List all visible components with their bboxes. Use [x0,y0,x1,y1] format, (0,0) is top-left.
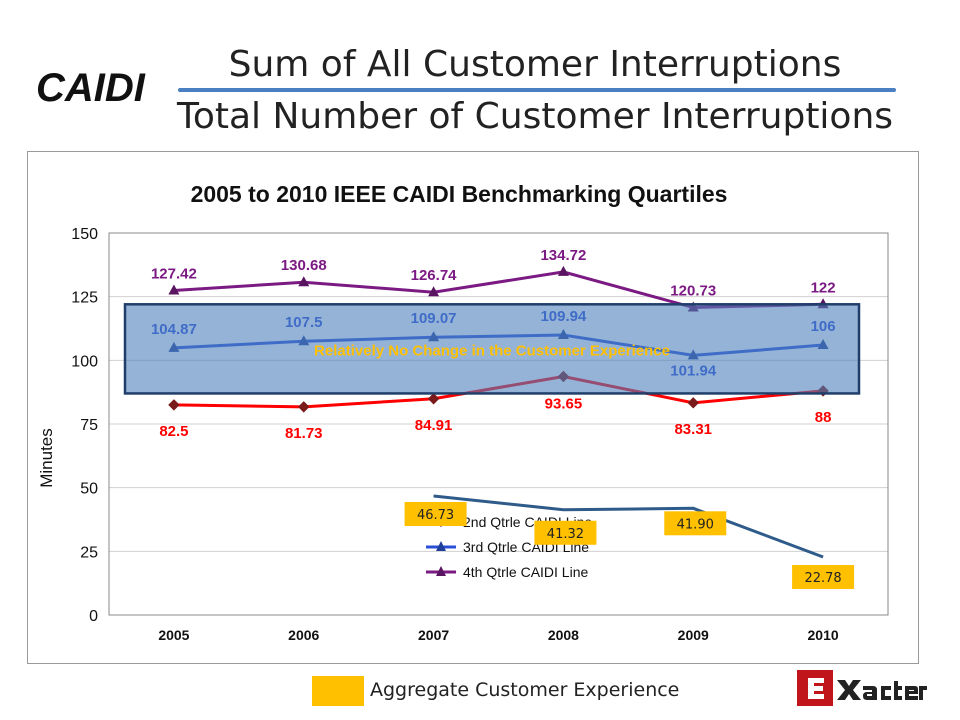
data-label: 82.5 [159,423,188,440]
data-point-marker [168,284,180,295]
series-q4: 127.42 130.68 126.74 134.72 120.73 122 [151,247,836,312]
y-tick-label: 75 [80,417,98,434]
caidi-heading: CAIDI [36,66,145,110]
plot-area-border [108,232,889,616]
aggregate-data-label: 46.73 [417,508,454,523]
formula-fraction-bar [178,88,896,92]
data-label: 88 [815,409,832,426]
highlight-band [123,303,861,395]
data-label: 130.68 [281,257,327,274]
aggregate-line [433,494,824,559]
legend-marker [436,566,446,576]
aggregate-label-box [404,501,467,526]
aggregate-label-box [534,520,597,545]
y-tick-label: 0 [89,608,98,625]
data-point-marker [298,401,310,413]
y-tick-label: 50 [80,481,98,498]
legend-label: 4th Qtrle CAIDI Line [463,564,588,580]
data-label: 126.74 [411,267,458,284]
band-caption: Relatively No Change in the Customer Exp… [314,342,670,359]
data-label: 120.73 [670,283,716,300]
aggregate-label-box [792,564,855,589]
y-tick-label: 25 [80,544,98,561]
chart-title: 2005 to 2010 IEEE CAIDI Benchmarking Qua… [191,181,728,207]
data-point-marker [557,265,569,276]
data-label: 93.65 [545,396,583,413]
x-tick-label: 2005 [158,627,189,643]
y-axis-ticks: 0 25 50 75 100 125 150 [71,226,98,625]
data-label: 84.91 [415,417,453,434]
aggregate-data-label: 22.78 [804,571,841,586]
data-label: 127.42 [151,266,197,283]
data-label: 122 [811,279,836,296]
data-point-marker [687,397,699,409]
aggregate-label-box [664,511,727,536]
chart-frame: 2005 to 2010 IEEE CAIDI Benchmarking Qua… [27,151,919,664]
aggregate-legend-label: Aggregate Customer Experience [370,679,680,701]
data-point-marker [428,286,440,297]
legend-marker [436,541,446,551]
data-label: 134.72 [540,247,586,264]
data-point-marker [168,399,180,411]
formula-numerator: Sum of All Customer Interruptions [228,44,842,85]
band-layer: Relatively No Change in the Customer Exp… [123,303,861,395]
aggregate-legend-swatch [312,676,364,706]
data-point-marker [427,393,440,405]
data-label: 81.73 [285,425,323,442]
formula-denominator: Total Number of Customer Interruptions [176,96,894,137]
aggregate-data-label: 41.32 [547,527,584,542]
y-axis-title: Minutes [37,428,56,488]
x-tick-label: 2007 [418,627,449,643]
exacter-logo [797,670,927,706]
x-tick-label: 2008 [548,627,579,643]
x-tick-label: 2010 [808,627,839,643]
data-label: 83.31 [674,421,712,438]
y-tick-label: 150 [71,226,98,243]
x-tick-label: 2006 [288,627,319,643]
data-point-marker [298,276,310,287]
series-line-q4 [173,270,824,310]
y-tick-label: 100 [71,353,98,370]
y-tick-label: 125 [71,290,98,307]
caidi-quartile-chart: 2005 to 2010 IEEE CAIDI Benchmarking Qua… [37,181,889,643]
aggregate-layer: 46.73 41.32 41.90 22.78 [404,494,855,589]
x-axis-ticks: 2005 2006 2007 2008 2009 2010 [158,627,839,643]
x-tick-label: 2009 [678,627,709,643]
aggregate-data-label: 41.90 [677,517,714,532]
